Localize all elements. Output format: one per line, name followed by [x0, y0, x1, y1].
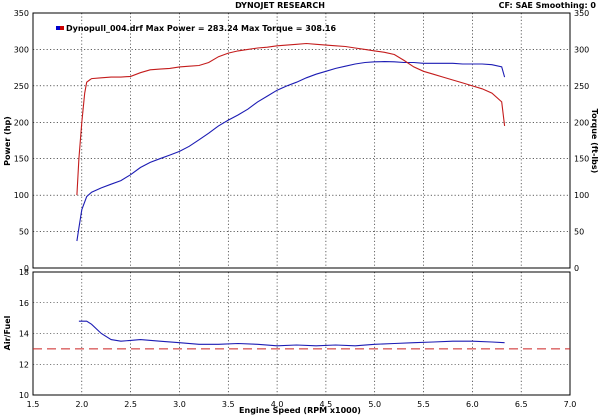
air-fuel-tick-label: 18	[19, 268, 29, 277]
torque-tick-label: 50	[574, 228, 584, 237]
engine-speed-axis-label: Engine Speed (RPM x1000)	[239, 406, 361, 415]
x-tick-label: 5.0	[368, 400, 381, 409]
air-fuel-tick-label: 14	[19, 330, 29, 339]
torque-tick-label: 350	[574, 9, 589, 18]
power-tick-label: 350	[14, 9, 29, 18]
air-fuel-plot-frame	[32, 271, 571, 396]
power-torque-plot-frame	[32, 12, 571, 269]
air-fuel-tick-label: 10	[19, 391, 29, 400]
air-fuel-panel: 10 12 14 16 18 Air/Fuel	[3, 268, 571, 400]
x-tick-label: 3.5	[222, 400, 235, 409]
torque-axis-label: Torque (ft-lbs)	[590, 109, 599, 174]
power-series-line	[76, 61, 506, 242]
air-fuel-tick-label: 12	[19, 360, 29, 369]
power-tick-label: 300	[14, 45, 29, 54]
x-tick-label: 6.0	[466, 400, 479, 409]
air-fuel-tick-label: 16	[19, 299, 29, 308]
torque-tick-label: 200	[574, 118, 589, 127]
x-tick-label: 6.5	[515, 400, 528, 409]
air-fuel-grid	[33, 272, 570, 395]
torque-tick-label: 250	[574, 82, 589, 91]
air-fuel-series	[78, 320, 505, 347]
power-tick-label: 0	[24, 264, 29, 273]
engine-speed-axis-ticks: 1.5 2.0 2.5 3.0 3.5 4.0 4.5 5.0 5.5 6.0 6.5 7.0	[27, 400, 577, 409]
power-torque-grid	[33, 13, 570, 268]
x-tick-label: 5.5	[417, 400, 430, 409]
power-tick-label: 250	[14, 82, 29, 91]
torque-tick-label: 150	[574, 155, 589, 164]
torque-tick-label: 300	[574, 45, 589, 54]
power-tick-label: 150	[14, 155, 29, 164]
power-axis-label: Power (hp)	[3, 116, 12, 166]
chart-header-settings: CF: SAE Smoothing: 0	[499, 1, 597, 10]
power-torque-panel: 0 50 100 150 200 250 300 350 0 50 100 150 200 250 300…	[3, 9, 599, 273]
power-axis-ticks: 0 50 100 150 200 250 300 350	[14, 9, 29, 273]
torque-tick-label: 100	[574, 191, 589, 200]
torque-axis-ticks: 0 50 100 150 200 250 300 350	[574, 9, 589, 273]
air-fuel-axis-ticks: 10 12 14 16 18	[19, 268, 29, 400]
air-fuel-axis-label: Air/Fuel	[3, 315, 12, 350]
x-tick-label: 2.0	[75, 400, 88, 409]
chart-header-title: DYNOJET RESEARCH	[235, 1, 325, 10]
x-tick-label: 1.5	[27, 400, 40, 409]
x-tick-label: 4.0	[271, 400, 284, 409]
legend-swatch-power	[56, 26, 60, 30]
torque-series-line	[76, 42, 506, 196]
power-tick-label: 100	[14, 191, 29, 200]
x-tick-label: 2.5	[124, 400, 137, 409]
x-tick-label: 4.5	[320, 400, 333, 409]
power-tick-label: 200	[14, 118, 29, 127]
afr-series-line	[78, 320, 505, 347]
x-tick-label: 3.0	[173, 400, 186, 409]
x-tick-label: 7.0	[564, 400, 577, 409]
power-tick-label: 50	[19, 228, 29, 237]
torque-tick-label: 0	[574, 264, 579, 273]
power-torque-series	[76, 42, 506, 242]
legend-label: Dynopull_004.drf Max Power = 283.24 Max …	[66, 24, 337, 33]
legend-swatch-torque	[60, 26, 64, 30]
